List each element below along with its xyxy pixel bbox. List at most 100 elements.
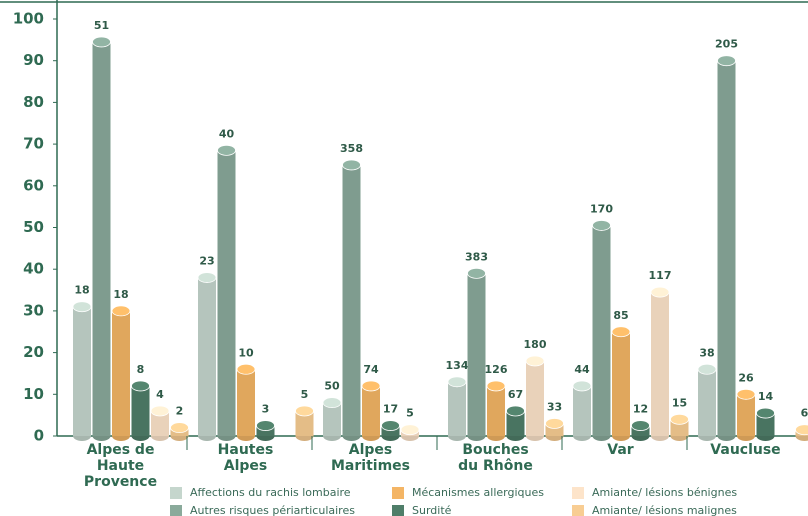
- bar-top: [545, 418, 564, 429]
- bar: [717, 60, 736, 436]
- bar-top: [236, 363, 256, 375]
- bar: [73, 306, 91, 436]
- y-tick-label: 70: [23, 135, 44, 153]
- bar-top: [650, 286, 670, 298]
- bar: [737, 394, 755, 436]
- y-tick-label: 50: [23, 218, 44, 236]
- data-label: 12: [633, 403, 648, 416]
- bar: [323, 402, 341, 436]
- data-label: 126: [485, 363, 508, 376]
- x-tick-label: Vaucluse: [710, 442, 780, 458]
- bar-top: [572, 380, 592, 392]
- y-tick-label: 20: [23, 343, 44, 361]
- data-label: 15: [672, 396, 687, 409]
- bar-top: [467, 267, 486, 279]
- bar: [295, 410, 314, 436]
- data-label: 5: [406, 407, 414, 420]
- data-label: 40: [219, 127, 235, 140]
- bar: [92, 41, 111, 437]
- y-tick-label: 30: [23, 301, 44, 319]
- data-label: 38: [699, 346, 714, 359]
- data-label: 50: [324, 380, 340, 393]
- legend-swatch: [170, 505, 182, 516]
- bar-top: [170, 422, 189, 434]
- bar: [698, 369, 716, 436]
- bar-top: [592, 220, 611, 231]
- x-tick-label: Alpes: [349, 442, 392, 458]
- legend-swatch: [392, 505, 404, 516]
- bar-top: [486, 380, 506, 392]
- y-tick-label: 10: [23, 385, 44, 403]
- x-tick-label: Maritimes: [331, 458, 410, 474]
- x-tick-label: Alpes: [224, 458, 267, 474]
- bar-top: [381, 420, 400, 431]
- data-label: 6: [801, 407, 808, 420]
- bar-top: [670, 413, 689, 425]
- data-label: 205: [715, 38, 738, 51]
- y-tick-label: 90: [23, 51, 44, 69]
- data-label: 18: [113, 288, 128, 301]
- data-label: 10: [238, 346, 254, 359]
- data-label: 33: [547, 400, 562, 413]
- data-label: 51: [94, 19, 109, 32]
- data-label: 180: [524, 338, 547, 351]
- bar-top: [447, 376, 467, 388]
- x-tick-label: Var: [607, 442, 634, 458]
- x-tick-label: Provence: [84, 474, 157, 490]
- bar-top: [111, 305, 131, 317]
- bar-top: [697, 363, 717, 375]
- bar: [467, 273, 486, 436]
- x-tick-label: Hautes: [218, 442, 274, 458]
- x-tick-label: Bouches: [462, 442, 528, 458]
- data-label: 358: [340, 142, 363, 155]
- data-label: 134: [446, 359, 469, 372]
- legend-label: Affections du rachis lombaire: [190, 486, 351, 499]
- legend-label: Autres risques périarticulaires: [190, 504, 355, 516]
- legend-label: Amiante/ lésions bénignes: [592, 486, 737, 499]
- data-label: 2: [176, 405, 184, 418]
- bar: [573, 385, 591, 436]
- bar: [756, 413, 775, 436]
- data-label: 117: [649, 269, 672, 282]
- bar: [198, 277, 216, 436]
- legend-swatch: [572, 487, 584, 499]
- y-tick-label: 0: [34, 427, 44, 445]
- bar: [506, 410, 525, 436]
- bar-top: [400, 424, 420, 436]
- bar: [526, 360, 544, 436]
- bar-top: [795, 424, 808, 436]
- bar: [487, 385, 505, 436]
- data-label: 26: [738, 371, 754, 384]
- bar-top: [736, 388, 756, 400]
- y-tick-label: 80: [23, 93, 44, 111]
- data-label: 170: [590, 202, 613, 215]
- bar-top: [217, 144, 236, 156]
- bar-top: [131, 380, 150, 392]
- bar: [237, 369, 255, 436]
- bar: [342, 164, 361, 436]
- bar: [112, 310, 130, 436]
- bar-top: [611, 326, 631, 338]
- bar: [612, 331, 630, 436]
- y-tick-label: 100: [13, 10, 44, 28]
- bar: [131, 385, 150, 436]
- bar-top: [756, 407, 775, 419]
- bar: [362, 385, 380, 436]
- y-tick-label: 60: [23, 176, 44, 194]
- data-label: 14: [758, 390, 774, 403]
- bar-top: [717, 55, 736, 67]
- data-label: 18: [74, 284, 89, 297]
- data-label: 85: [613, 309, 628, 322]
- bar-top: [295, 405, 314, 417]
- x-tick-label: Haute: [97, 458, 144, 474]
- bar: [651, 292, 669, 436]
- bar-top: [92, 36, 111, 48]
- legend-label: Mécanismes allergiques: [412, 486, 544, 499]
- y-tick-label: 40: [23, 260, 44, 278]
- x-tick-label: du Rhône: [458, 458, 533, 474]
- bar-top: [256, 420, 275, 431]
- bar-top: [197, 272, 217, 283]
- data-label: 4: [156, 388, 164, 401]
- legend-label: Surdité: [412, 504, 452, 516]
